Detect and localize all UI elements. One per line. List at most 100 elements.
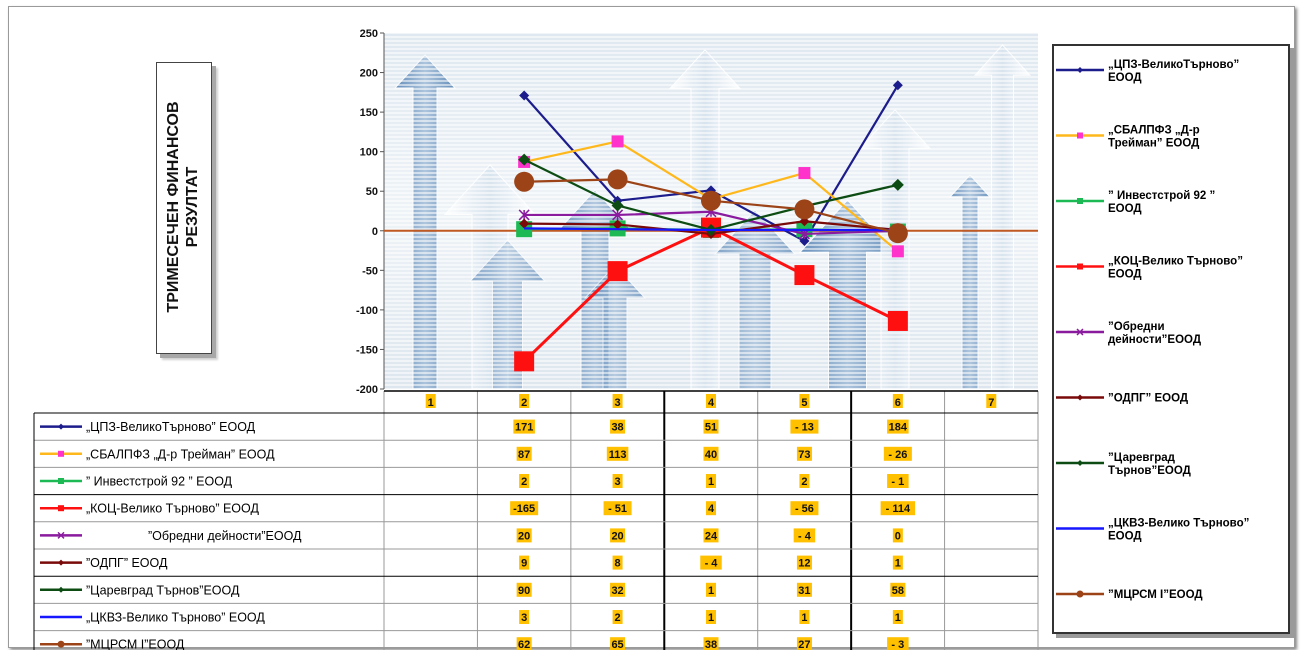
category-highlight bbox=[425, 394, 436, 408]
table-cell-value: 65 bbox=[611, 639, 623, 650]
legend-label-line: „ЦПЗ-ВеликоТърново” bbox=[1108, 59, 1239, 71]
table-cell-value: 32 bbox=[611, 585, 623, 597]
legend-label-line: ЕООД bbox=[1108, 269, 1142, 281]
table-row-label: ”Царевград Търнов”ЕООД bbox=[86, 583, 240, 597]
legend-label: ”Обредни дейности”ЕООД bbox=[1108, 321, 1201, 346]
table-row-label: ” Инвестстрой 92 ” ЕООД bbox=[86, 475, 233, 489]
table-cell-value: 3 bbox=[615, 476, 621, 488]
table-cell-value: 171 bbox=[515, 422, 533, 434]
legend: „ЦПЗ-ВеликоТърново” ЕООД„СБАЛПФЗ „Д-р Трей… bbox=[1056, 59, 1249, 601]
table-row-label: ”МЦРСМ I”ЕООД bbox=[86, 638, 185, 650]
table-cell-value: 8 bbox=[615, 558, 621, 570]
table-cell-highlight bbox=[610, 528, 626, 543]
category-label: 3 bbox=[615, 397, 621, 409]
table-cell-value: 24 bbox=[705, 530, 718, 542]
legend-label-line: Търнов”ЕООД bbox=[1108, 465, 1191, 477]
table-cell-value: 4 bbox=[708, 503, 715, 515]
axes: 250 200 150 100 50 0 -50 -100 -150 -200 bbox=[356, 28, 1038, 396]
category-highlight bbox=[799, 394, 810, 408]
table-cell-highlight bbox=[703, 419, 719, 434]
table-cell-highlight bbox=[892, 528, 903, 543]
y-tick-label: 100 bbox=[360, 147, 378, 159]
legend-key-marker bbox=[1076, 328, 1084, 336]
table-cell-highlight bbox=[706, 610, 716, 624]
data-point bbox=[611, 199, 624, 212]
table-row-label: „СБАЛПФЗ „Д-р Трейман” ЕООД bbox=[86, 447, 275, 461]
data-point bbox=[612, 219, 623, 230]
y-tick-label: -150 bbox=[356, 344, 378, 356]
legend-label-line: ”МЦРСМ I”ЕООД bbox=[1108, 589, 1203, 601]
table-cell-highlight bbox=[796, 637, 812, 650]
data-point bbox=[794, 199, 815, 220]
table-cell-highlight bbox=[890, 582, 906, 597]
table-row-key-marker bbox=[58, 559, 64, 566]
table-cell-value: - 13 bbox=[795, 422, 814, 434]
table-cell-highlight bbox=[796, 582, 812, 597]
legend-box bbox=[1052, 44, 1290, 634]
series-group bbox=[519, 80, 903, 247]
data-point bbox=[794, 265, 815, 286]
table-cell-value: - 4 bbox=[705, 558, 719, 570]
table-cell-highlight bbox=[516, 582, 532, 597]
category-highlight bbox=[706, 394, 716, 408]
table-cell-value: - 114 bbox=[886, 503, 911, 515]
table-cell-highlight bbox=[516, 637, 532, 650]
table-cell-value: - 51 bbox=[608, 503, 627, 515]
category-highlight bbox=[892, 394, 903, 408]
data-point bbox=[612, 209, 624, 221]
table-cell-value: 58 bbox=[892, 585, 904, 597]
table-cell-value: 20 bbox=[611, 530, 623, 542]
series-group bbox=[524, 227, 898, 232]
legend-label-line: дейности”ЕООД bbox=[1108, 334, 1201, 346]
table-row-key-marker bbox=[58, 505, 64, 512]
data-point bbox=[518, 209, 530, 221]
table-row-key-marker bbox=[57, 531, 65, 539]
table-cell-value: 1 bbox=[895, 558, 901, 570]
table-cell-highlight bbox=[883, 446, 912, 461]
legend-key-marker bbox=[1077, 198, 1083, 204]
table-cell-highlight bbox=[603, 501, 632, 516]
table-cell-highlight bbox=[706, 474, 716, 488]
table-cell-highlight bbox=[606, 446, 629, 461]
y-tick-label: -50 bbox=[362, 265, 378, 277]
data-point bbox=[514, 171, 535, 192]
legend-label-line: ЕООД bbox=[1108, 203, 1142, 215]
table-cell-value: 2 bbox=[615, 612, 621, 624]
table-cell-highlight bbox=[706, 582, 716, 597]
data-point bbox=[892, 80, 903, 91]
data-point bbox=[514, 351, 535, 372]
table-cell-value: - 4 bbox=[798, 530, 812, 542]
table-cell-highlight bbox=[790, 419, 819, 434]
category-highlight bbox=[519, 394, 530, 408]
table-cell-highlight bbox=[610, 419, 626, 434]
table-cell-highlight bbox=[519, 610, 530, 624]
table-cell-value: - 1 bbox=[891, 476, 904, 488]
category-highlight bbox=[612, 394, 623, 408]
table-cell-value: 1 bbox=[708, 612, 714, 624]
table-cell-highlight bbox=[793, 528, 816, 543]
data-point bbox=[701, 190, 721, 211]
legend-key-marker bbox=[1077, 67, 1083, 73]
table-row-label: „ЦКВЗ-Велико Търново” ЕООД bbox=[86, 611, 265, 625]
category-label: 1 bbox=[428, 397, 434, 409]
legend-label-line: Трейман” ЕООД bbox=[1108, 138, 1199, 150]
category-label: 7 bbox=[988, 397, 994, 409]
table-cell-highlight bbox=[610, 637, 626, 650]
table-cell-value: 1 bbox=[708, 476, 714, 488]
legend-label-line: ”Царевград bbox=[1108, 452, 1176, 464]
table-row-label: ”ОДПГ” ЕООД bbox=[86, 556, 168, 570]
table-cell-value: 3 bbox=[521, 612, 527, 624]
table-cell-value: 38 bbox=[705, 639, 717, 650]
data-point bbox=[799, 236, 810, 247]
y-tick-label: 0 bbox=[372, 226, 378, 238]
legend-label-line: „ЦКВЗ-Велико Търново” bbox=[1108, 518, 1249, 530]
data-point bbox=[519, 90, 530, 101]
data-point bbox=[519, 218, 530, 229]
table-cell-value: 9 bbox=[521, 558, 527, 570]
table-cell-highlight bbox=[703, 637, 719, 650]
table-cell-value: - 56 bbox=[795, 503, 814, 515]
table-cell-value: 87 bbox=[518, 449, 530, 461]
y-tick-label: -200 bbox=[356, 384, 378, 396]
legend-label-line: ЕООД bbox=[1108, 531, 1142, 543]
